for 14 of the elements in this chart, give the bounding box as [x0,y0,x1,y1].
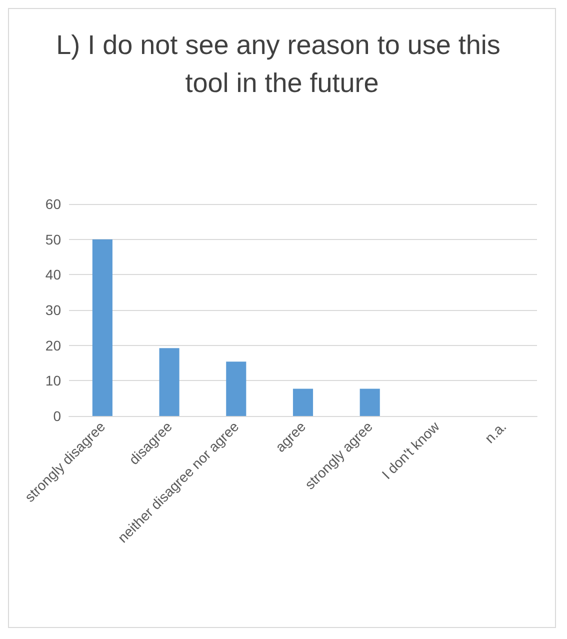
y-tick-label: 50 [45,231,62,248]
y-tick-label: 60 [45,196,62,212]
bar [360,388,380,416]
bar [159,348,180,416]
chart-title: L) I do not see any reason to use this tool in the future [56,30,508,98]
y-tick-label: 40 [45,266,62,283]
bar [92,239,112,416]
y-tick-label: 30 [45,302,62,318]
bar [292,388,314,416]
y-tick-label: 10 [45,372,62,389]
y-tick-label: 0 [53,408,62,424]
bar [226,362,246,416]
x-tick-label: n.a. [481,418,510,446]
y-tick-label: 20 [45,337,62,354]
